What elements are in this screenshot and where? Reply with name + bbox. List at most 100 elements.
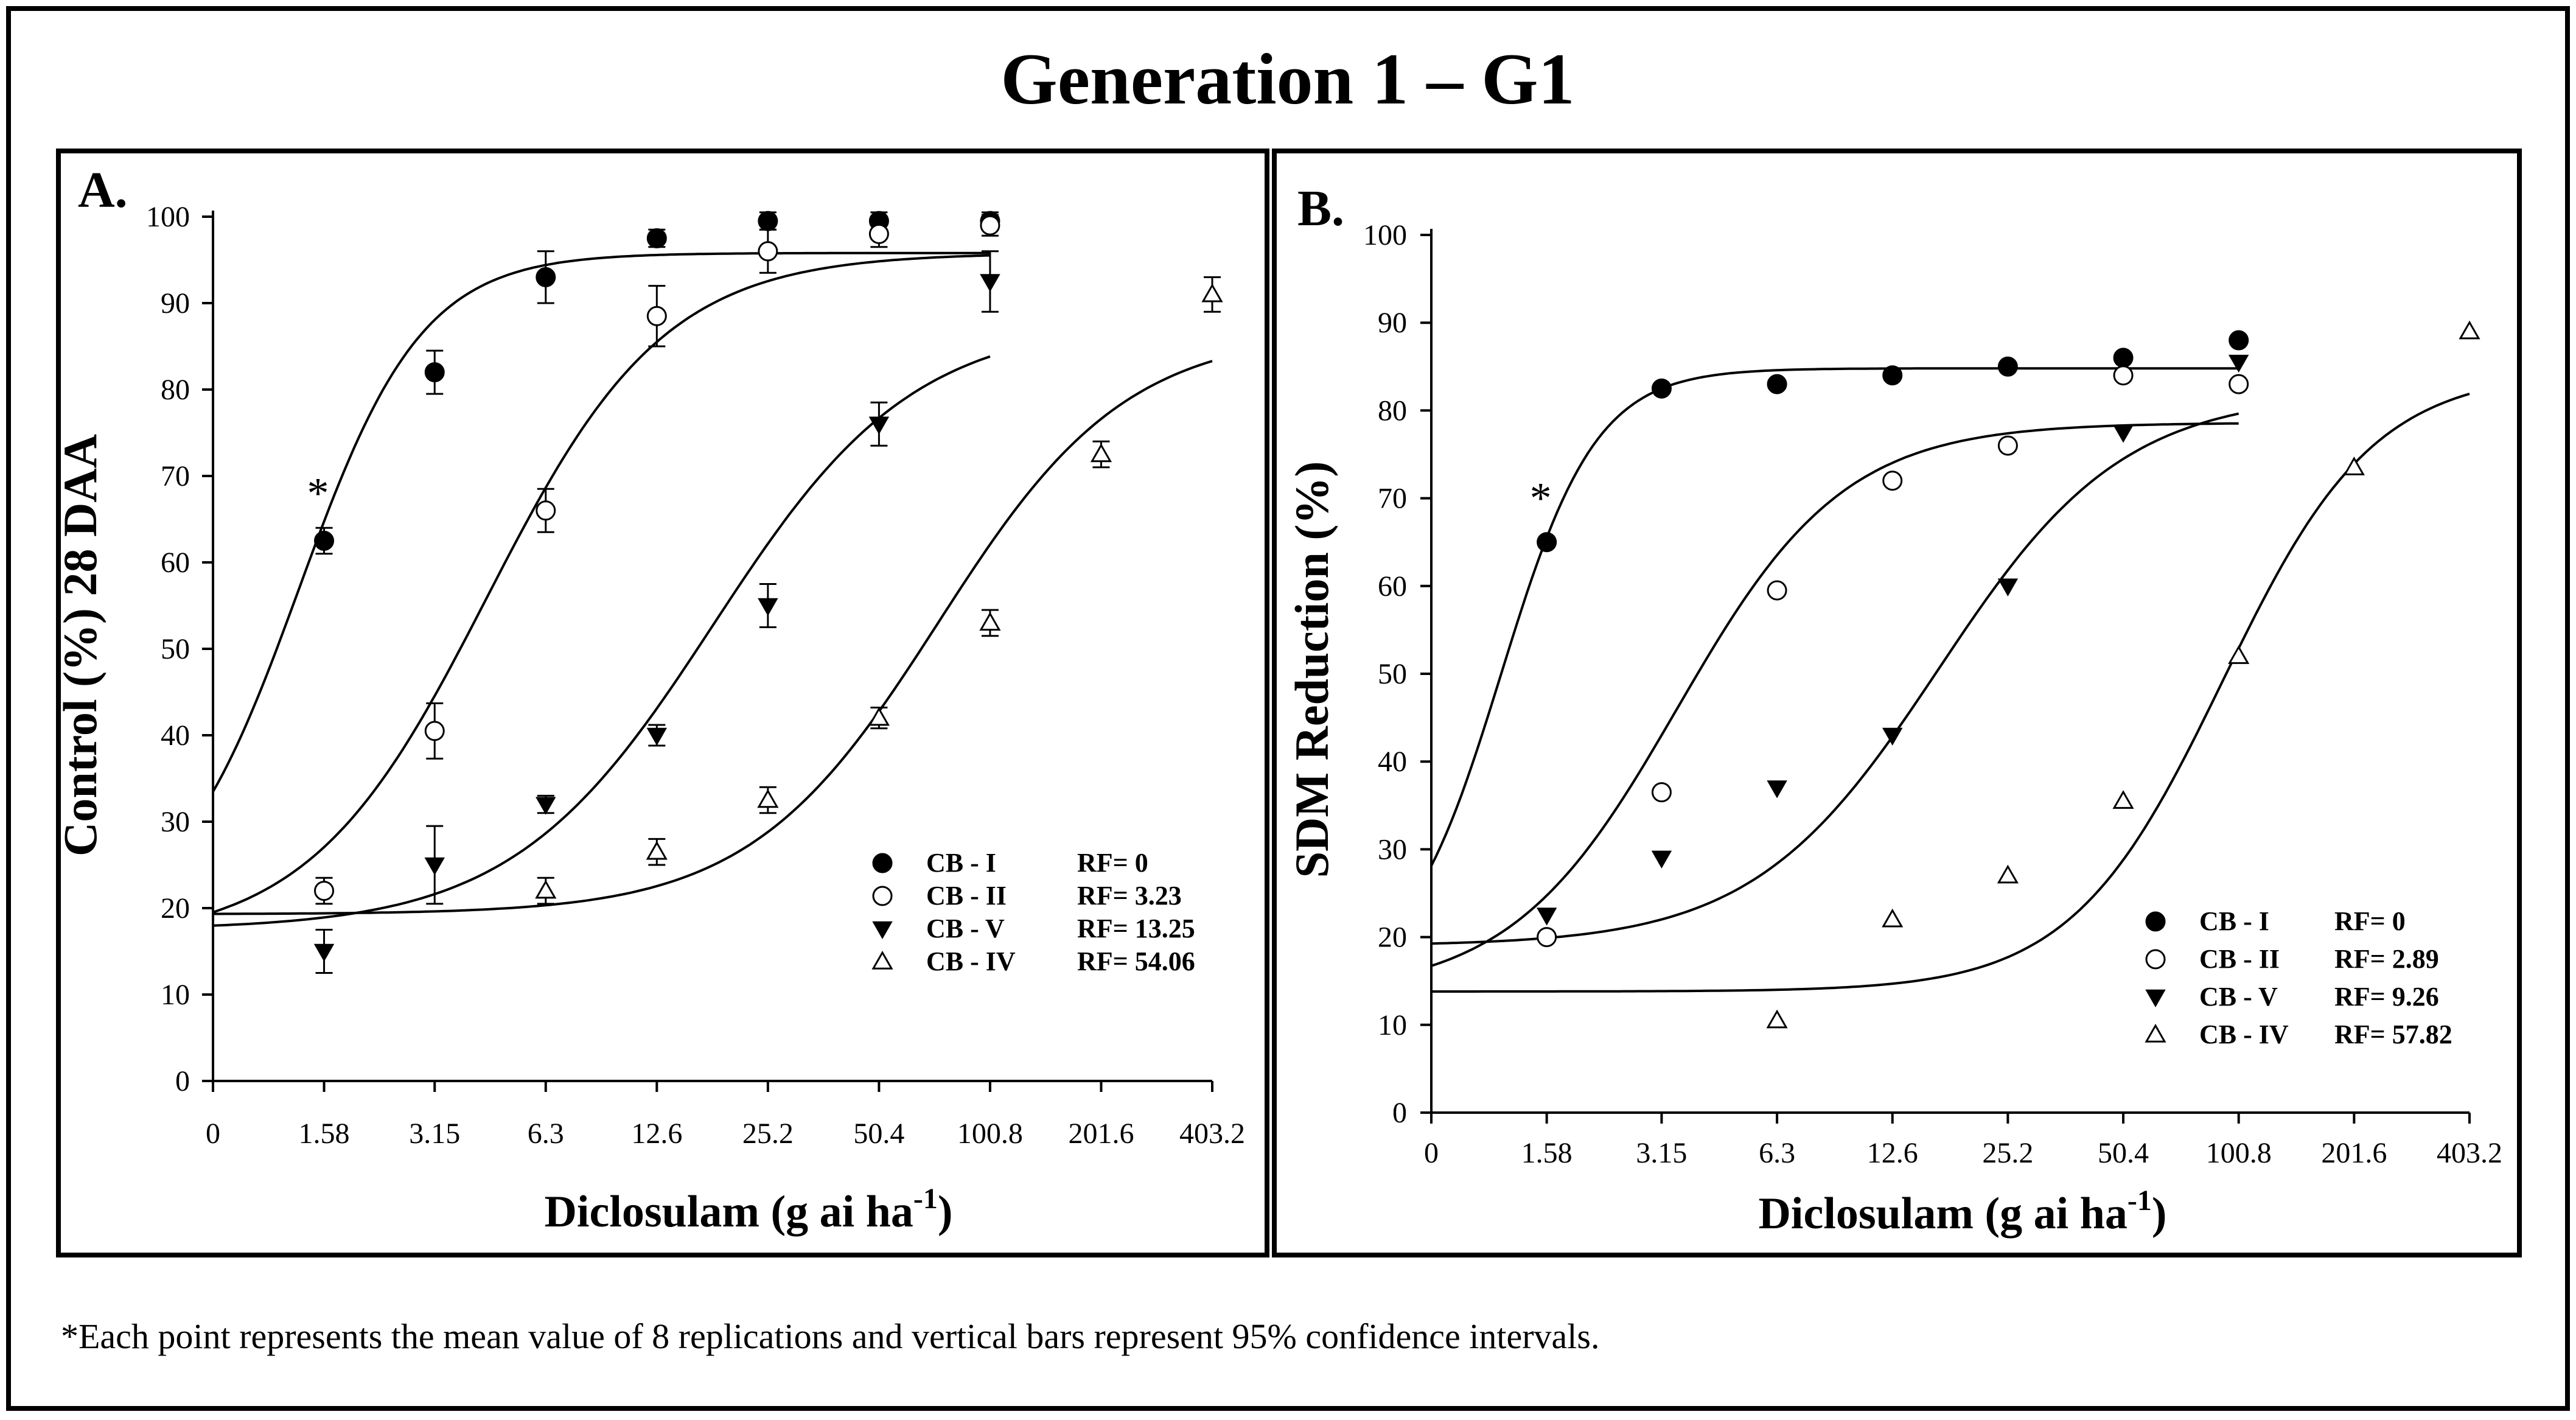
y-tick-label: 90 xyxy=(161,287,190,320)
data-point-cb-v xyxy=(313,943,335,962)
panel-letter: A. xyxy=(78,162,128,219)
data-point-cb-v xyxy=(1882,727,1903,746)
data-point-cb-ii xyxy=(980,215,1000,236)
x-tick-label: 100.8 xyxy=(957,1117,1023,1150)
y-tick-label: 40 xyxy=(1378,746,1407,778)
data-point-cb-v xyxy=(1767,780,1787,799)
x-tick-label: 50.4 xyxy=(2098,1137,2149,1169)
data-point-cb-iv xyxy=(2228,645,2250,664)
x-tick-label: 6.3 xyxy=(1759,1137,1795,1169)
x-tick-label: 201.6 xyxy=(1068,1117,1134,1150)
legend-marker-cb-i xyxy=(872,853,893,873)
legend-marker-cb-iv xyxy=(2145,1023,2166,1043)
legend-label-cb-v: CB - V xyxy=(2199,982,2278,1012)
legend-marker-cb-iv xyxy=(871,950,893,970)
legend-rf-cb-iv: RF= 57.82 xyxy=(2334,1020,2452,1049)
significance-asterisk: * xyxy=(1530,474,1552,523)
data-point-cb-v xyxy=(1651,850,1672,869)
x-tick-label: 0 xyxy=(206,1117,220,1150)
x-tick-label: 1.58 xyxy=(299,1117,350,1150)
data-point-cb-v xyxy=(2113,425,2134,443)
fit-curve-cb-ii xyxy=(212,254,990,914)
outer-border xyxy=(6,6,2570,1411)
y-tick-label: 0 xyxy=(175,1065,190,1097)
data-point-cb-i xyxy=(1537,532,1557,553)
legend-label-cb-v: CB - V xyxy=(926,914,1005,943)
data-point-cb-v xyxy=(758,598,778,617)
data-point-cb-iv xyxy=(1997,864,2019,884)
x-axis-label-main: Diclosulam (g ai ha xyxy=(544,1187,913,1237)
legend-label-cb-iv: CB - IV xyxy=(926,946,1016,976)
legend-label-cb-ii: CB - II xyxy=(926,881,1007,911)
x-axis-label: Diclosulam (g ai ha-1) xyxy=(544,1183,952,1237)
fit-curve-cb-iv xyxy=(1431,393,2470,993)
data-point-cb-iv xyxy=(2459,320,2480,340)
legend-label-cb-iv: CB - IV xyxy=(2199,1020,2289,1049)
fit-curve-cb-ii xyxy=(1431,422,2239,967)
data-point-cb-i xyxy=(2229,330,2249,351)
legend-label-cb-ii: CB - II xyxy=(2199,944,2280,974)
data-point-cb-i xyxy=(314,531,335,551)
x-tick-label: 6.3 xyxy=(528,1117,564,1150)
x-tick-label: 50.4 xyxy=(853,1117,904,1150)
data-point-cb-i xyxy=(758,211,778,231)
x-tick-label: 1.58 xyxy=(1521,1137,1572,1169)
data-point-cb-ii xyxy=(2113,365,2134,386)
data-point-cb-i xyxy=(1767,374,1787,394)
y-tick-label: 20 xyxy=(161,892,190,925)
data-point-cb-ii xyxy=(536,500,556,521)
data-point-cb-iv xyxy=(1766,1009,1788,1029)
x-tick-label: 403.2 xyxy=(1179,1117,1245,1150)
data-point-cb-v xyxy=(536,797,556,815)
y-axis-label: SDM Reduction (%) xyxy=(1285,461,1338,878)
y-tick-label: 0 xyxy=(1392,1097,1407,1129)
y-tick-label: 80 xyxy=(1378,394,1407,427)
figure-title: Generation 1 – G1 xyxy=(1000,38,1574,119)
legend-rf-cb-iv: RF= 54.06 xyxy=(1077,946,1195,976)
y-tick-label: 60 xyxy=(161,547,190,579)
legend-marker-cb-v xyxy=(872,921,893,940)
data-point-cb-iv xyxy=(2343,456,2365,475)
y-tick-label: 70 xyxy=(1378,483,1407,515)
data-point-cb-i xyxy=(1651,378,1672,399)
y-tick-label: 20 xyxy=(1378,922,1407,954)
data-point-cb-iv xyxy=(757,789,779,808)
data-point-cb-v xyxy=(1536,908,1557,926)
panel-b-border xyxy=(1272,149,2522,1257)
fit-curve-cb-iv xyxy=(213,360,1213,915)
fit-curve-cb-v xyxy=(212,355,991,927)
panel-a-border xyxy=(56,149,1269,1257)
y-tick-label: 70 xyxy=(161,460,190,492)
data-point-cb-iv xyxy=(646,841,668,860)
data-point-cb-iv xyxy=(1882,908,1904,928)
data-point-cb-v xyxy=(980,274,1000,292)
fit-curve-cb-v xyxy=(1431,412,2239,945)
data-point-cb-iv xyxy=(979,612,1001,631)
x-axis-label-main: Diclosulam (g ai ha xyxy=(1758,1189,2127,1239)
data-point-cb-i xyxy=(424,362,445,383)
legend-rf-cb-i: RF= 0 xyxy=(2334,906,2406,936)
x-tick-label: 100.8 xyxy=(2206,1137,2272,1169)
y-axis-label: Control (%) 28 DAA xyxy=(54,434,106,856)
y-tick-label: 90 xyxy=(1378,307,1407,339)
legend-rf-cb-i: RF= 0 xyxy=(1077,848,1148,878)
data-point-cb-ii xyxy=(758,241,778,262)
data-point-cb-i xyxy=(2113,348,2134,368)
legend-rf-cb-v: RF= 9.26 xyxy=(2334,982,2439,1012)
panel-b: B. 0 10 20 30 40 50 60 70 80 90 100 0 1.58 3.15 6.3 12.6… xyxy=(1285,180,2502,1239)
x-tick-label: 12.6 xyxy=(1867,1137,1918,1169)
x-axis-label-close: ) xyxy=(2152,1189,2167,1239)
x-tick-label: 25.2 xyxy=(742,1117,794,1150)
data-point-cb-v xyxy=(424,857,445,876)
data-point-cb-v xyxy=(646,727,668,746)
panel-letter: B. xyxy=(1297,180,1344,237)
data-point-cb-i xyxy=(536,267,556,287)
data-point-cb-ii xyxy=(1651,782,1672,803)
data-point-cb-ii xyxy=(1537,927,1557,948)
legend-marker-cb-ii xyxy=(2145,949,2166,970)
legend-label-cb-i: CB - I xyxy=(2199,906,2269,936)
y-tick-label: 30 xyxy=(1378,833,1407,866)
data-point-cb-iv xyxy=(868,707,890,726)
legend-marker-cb-i xyxy=(2145,911,2166,932)
